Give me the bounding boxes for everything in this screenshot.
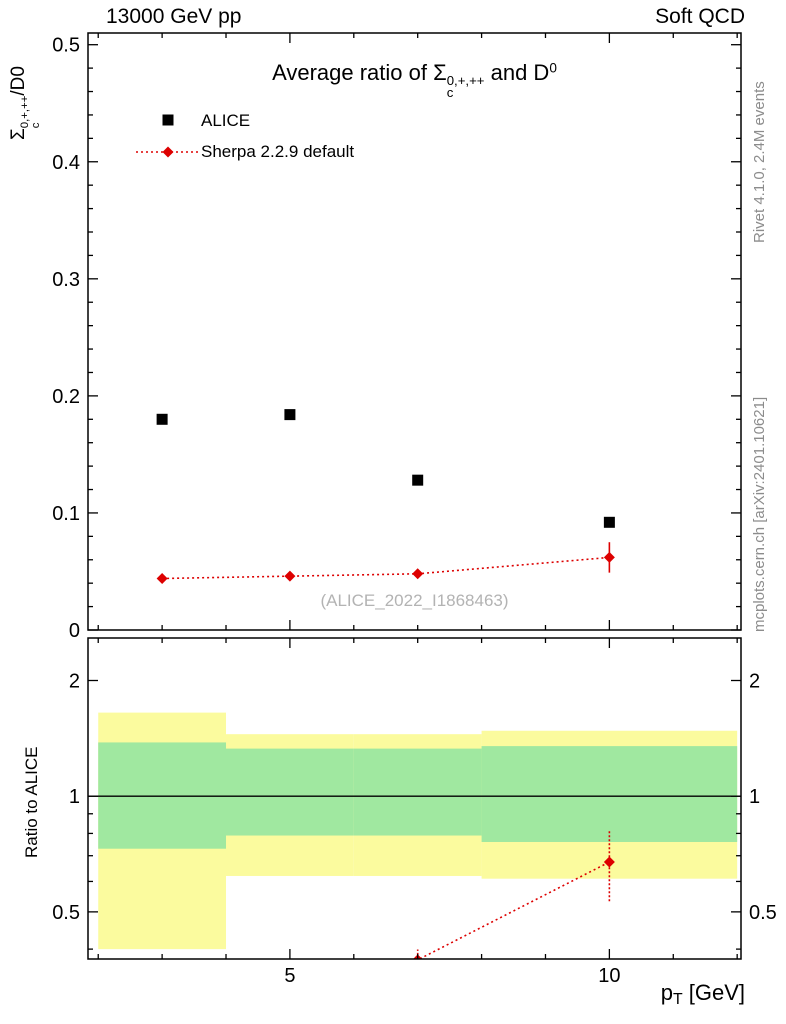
ratio-frame (87, 637, 742, 960)
sherpa-ratio-marker (603, 856, 615, 868)
uncertainty-bands (98, 712, 738, 950)
title-sigma-subscript: c (446, 85, 454, 101)
x-axis-label: pT [GeV] (661, 980, 745, 1009)
title-sigma-scripts: 0,+,++ c (446, 72, 485, 101)
main-y-axis-label: Σ 0,+,++ c/D0 (8, 66, 42, 140)
sigma-subscript: c (29, 122, 42, 129)
main-series (156, 409, 615, 584)
ylabel-denominator: /D0 (8, 66, 29, 96)
y-tick-label: 0.3 (52, 269, 80, 291)
sherpa-marker (284, 570, 296, 582)
y-tick-label: 0.4 (52, 152, 80, 174)
alice-marker (156, 413, 168, 425)
x-axis-label-base: p (660, 980, 673, 1005)
y-tick-label: 0.1 (52, 503, 80, 525)
title-prefix: Average ratio of (272, 60, 434, 85)
mcplots-reference-note: mcplots.cern.ch [arXiv:2401.10621] (751, 396, 768, 632)
inner-uncertainty-band (226, 748, 354, 836)
title-d-superscript: 0 (549, 60, 557, 76)
analysis-watermark: (ALICE_2022_I1868463) (320, 591, 509, 610)
alice-marker (603, 516, 615, 528)
y-tick-label: 0.5 (52, 35, 80, 57)
sigma-symbol: Σ (8, 128, 29, 140)
inner-uncertainty-band (353, 748, 482, 836)
y-tick-label: 0 (69, 620, 80, 642)
plot-title: Average ratio of Σ 0,+,++ c and D0 (88, 60, 741, 100)
x-axis-label-subscript: T (672, 990, 683, 1008)
sherpa-line (162, 556, 610, 580)
title-mid: and D (484, 60, 550, 85)
sherpa-ratio-line (417, 861, 610, 959)
ratio-y-tick-label-left: 1 (69, 786, 80, 808)
sherpa-marker (412, 568, 424, 580)
ratio-y-tick-label-right: 1 (749, 786, 760, 808)
x-axis-label-unit: [GeV] (682, 980, 745, 1005)
inner-uncertainty-band (481, 746, 738, 842)
ratio-y-tick-label-right: 0.5 (749, 902, 777, 924)
ratio-y-tick-label-right: 2 (749, 670, 760, 692)
ratio-y-tick-label-left: 0.5 (52, 902, 80, 924)
x-tick-label: 10 (598, 965, 620, 987)
ratio-y-axis-label: Ratio to ALICE (22, 746, 41, 858)
process-group-label: Soft QCD (655, 5, 745, 28)
y-tick-label: 0.2 (52, 386, 80, 408)
title-sigma-symbol: Σ (433, 60, 447, 85)
alice-marker (412, 474, 424, 486)
legend-label-alice: ALICE (201, 111, 251, 130)
legend-marker-sherpa (162, 146, 174, 158)
legend-marker-alice (162, 114, 174, 126)
legend-label-sherpa: Sherpa 2.2.9 default (201, 142, 355, 161)
x-tick-label: 5 (284, 965, 295, 987)
sherpa-marker (603, 551, 615, 563)
title-sigma-superscript: 0,+,++ (446, 72, 485, 88)
rivet-version-note: Rivet 4.1.0, 2.4M events (751, 81, 768, 243)
sigma-scripts: 0,+,++ c (19, 96, 42, 129)
sherpa-marker (156, 572, 168, 584)
main-frame (87, 32, 742, 631)
alice-marker (284, 409, 296, 421)
beam-energy-label: 13000 GeV pp (106, 5, 242, 28)
ratio-y-tick-label-left: 2 (69, 670, 80, 692)
